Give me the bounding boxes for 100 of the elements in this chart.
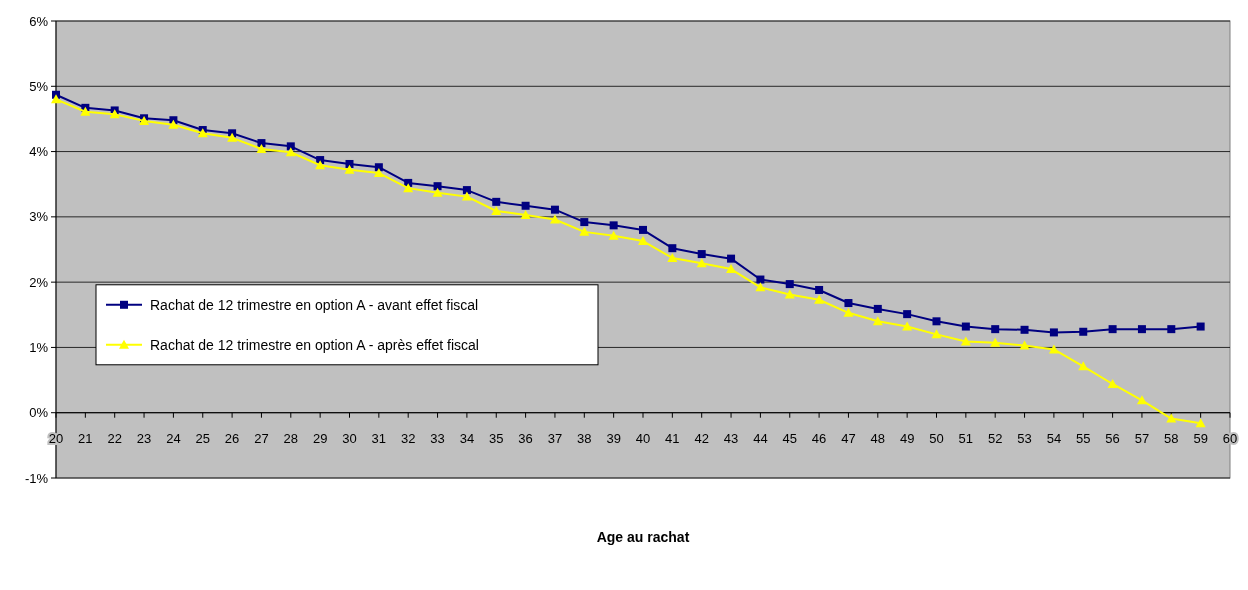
x-tick-label: 52 — [987, 430, 1003, 446]
point — [492, 197, 501, 206]
x-axis-title: Age au rachat — [596, 529, 690, 545]
point — [1166, 413, 1177, 423]
point — [903, 310, 912, 319]
point — [696, 258, 707, 268]
x-tick-label: 46 — [811, 430, 827, 446]
point — [961, 322, 970, 331]
point — [256, 143, 267, 153]
point — [726, 264, 737, 274]
x-tick-label: 21 — [78, 430, 93, 446]
x-tick-label: 37 — [547, 430, 563, 446]
point — [1020, 325, 1029, 334]
point — [784, 289, 795, 299]
x-tick-label: 23 — [136, 430, 152, 446]
point — [756, 275, 765, 284]
point — [667, 252, 678, 262]
point — [991, 325, 1000, 334]
x-tick-label: 25 — [195, 430, 210, 446]
point — [461, 191, 472, 201]
point — [373, 168, 384, 178]
point — [491, 205, 502, 215]
point — [432, 187, 443, 197]
point — [932, 317, 941, 326]
x-tick-label: 28 — [283, 430, 299, 446]
x-tick-label: 54 — [1046, 430, 1062, 446]
point — [755, 282, 766, 292]
point — [697, 250, 706, 259]
point — [608, 230, 619, 240]
point — [815, 285, 824, 294]
x-tick-label: 45 — [782, 430, 797, 446]
x-tick-label: 31 — [371, 430, 387, 446]
point — [1136, 395, 1147, 405]
x-tick-label: 27 — [254, 430, 269, 446]
point — [374, 163, 383, 172]
y-tick-label: 5% — [29, 78, 49, 94]
point — [1078, 361, 1089, 371]
point — [345, 159, 354, 168]
x-tick-label: 22 — [107, 430, 122, 446]
x-tick-label: 32 — [400, 430, 416, 446]
x-tick-label: 26 — [224, 430, 240, 446]
legend-label: Rachat de 12 trimestre en option A - avant effet fiscal — [150, 296, 479, 313]
x-tick-label: 58 — [1164, 430, 1179, 446]
point — [403, 183, 414, 193]
point — [520, 209, 531, 219]
x-tick-label: 33 — [430, 430, 445, 446]
legend-label: Rachat de 12 trimestre en option A - après effet fiscal — [150, 336, 479, 353]
point — [51, 94, 61, 104]
point — [286, 142, 295, 151]
y-tick-label: -1% — [24, 470, 49, 486]
point — [990, 337, 1001, 347]
x-tick-label: 53 — [1017, 430, 1032, 446]
point — [109, 109, 120, 119]
point — [1108, 325, 1117, 334]
x-tick-label: 38 — [577, 430, 592, 446]
x-tick-label: 59 — [1193, 430, 1208, 446]
x-tick-label: 29 — [312, 430, 328, 446]
x-tick-label: 35 — [489, 430, 504, 446]
x-tick-label: 48 — [870, 430, 886, 446]
point — [638, 236, 648, 246]
point — [521, 201, 530, 210]
x-tick-label: 51 — [958, 430, 974, 446]
x-tick-label: 50 — [929, 430, 944, 446]
y-tick-label: 2% — [29, 274, 49, 290]
y-tick-label: 3% — [29, 209, 49, 225]
point — [960, 336, 971, 346]
point — [579, 226, 590, 236]
point — [1079, 327, 1088, 336]
point — [843, 307, 854, 317]
point — [785, 280, 794, 289]
x-tick-label: 47 — [841, 430, 856, 446]
point — [1107, 378, 1118, 388]
point — [168, 119, 179, 129]
point — [257, 139, 266, 148]
y-tick-label: 1% — [29, 339, 49, 355]
point — [609, 221, 618, 230]
point — [1137, 325, 1146, 334]
point — [80, 106, 91, 116]
y-tick-label: 4% — [29, 144, 49, 160]
x-tick-label: 41 — [665, 430, 680, 446]
x-tick-label: 56 — [1105, 430, 1120, 446]
point — [285, 147, 296, 157]
x-tick-label: 30 — [342, 430, 357, 446]
point — [1195, 418, 1206, 428]
point — [873, 304, 882, 313]
point — [902, 321, 913, 331]
x-tick-label: 55 — [1076, 430, 1091, 446]
point — [550, 205, 559, 214]
x-tick-label: 42 — [694, 430, 709, 446]
point — [727, 254, 736, 263]
x-tick-label: 60 — [1222, 430, 1238, 446]
x-tick-label: 36 — [518, 430, 533, 446]
point — [668, 244, 677, 253]
point — [315, 160, 326, 170]
point — [1196, 322, 1205, 331]
y-tick-label: 0% — [29, 405, 49, 421]
point — [433, 182, 442, 191]
point — [1167, 325, 1176, 334]
point — [931, 329, 942, 339]
x-tick-label: 24 — [166, 430, 181, 446]
